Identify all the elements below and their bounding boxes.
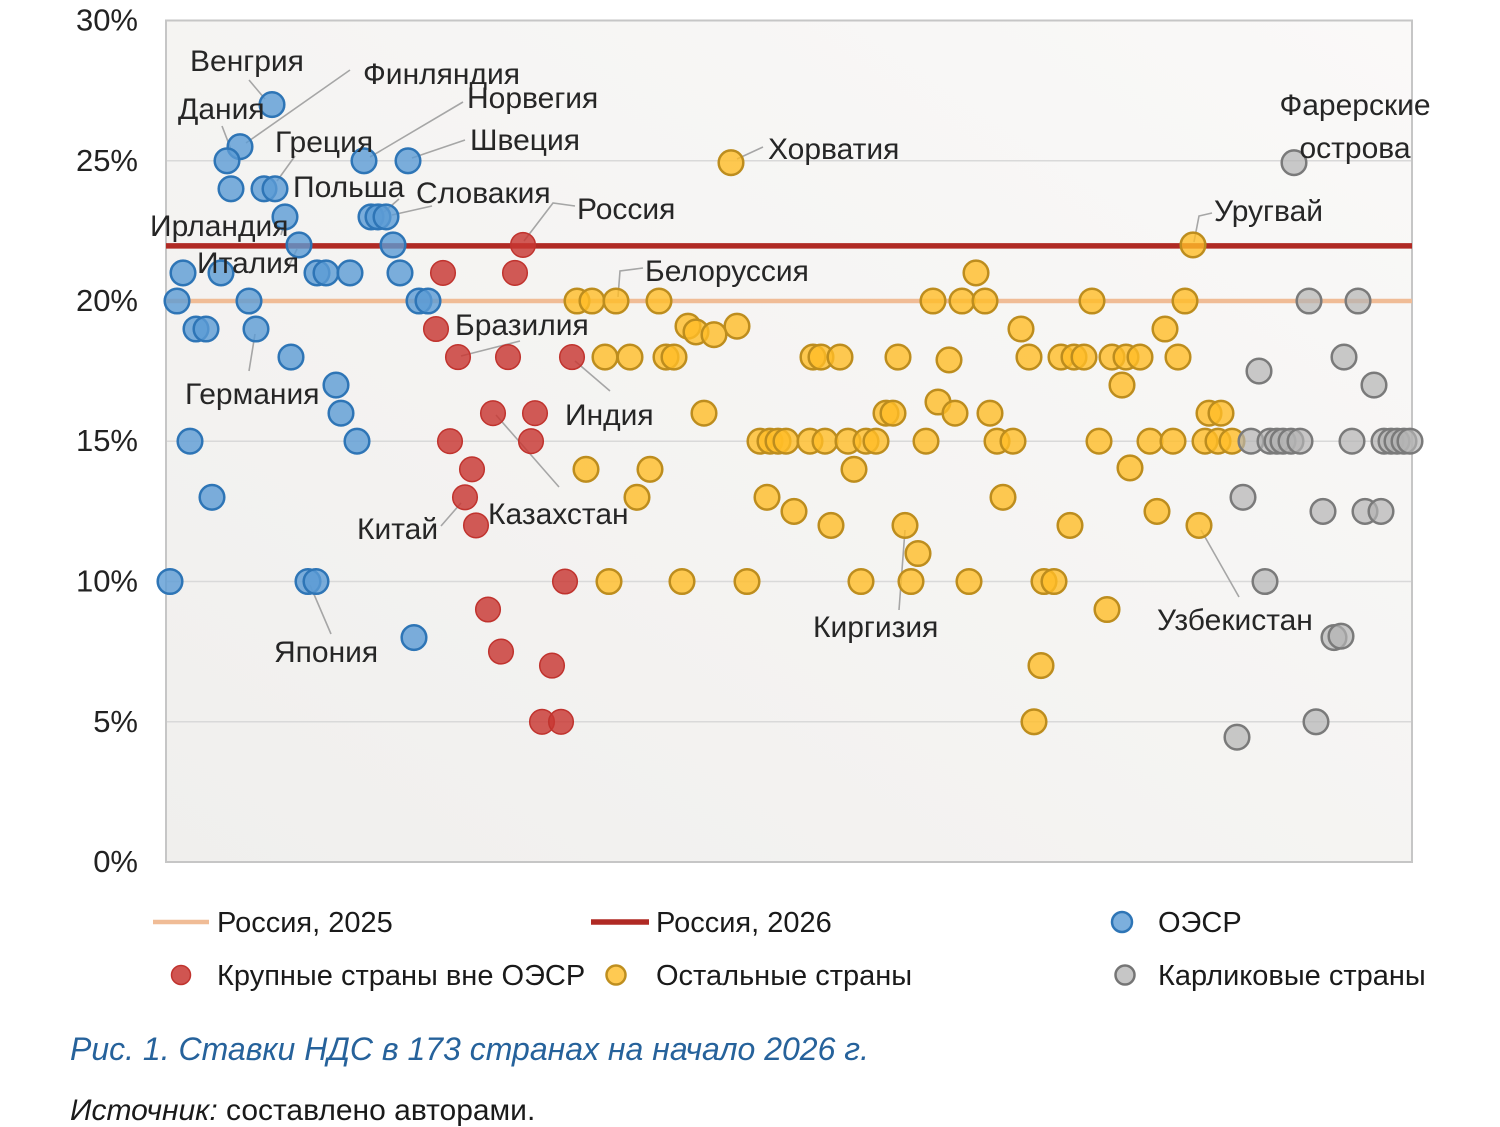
svg-text:Остальные страны: Остальные страны xyxy=(656,960,912,992)
svg-text:25%: 25% xyxy=(76,143,138,178)
svg-text:10%: 10% xyxy=(76,564,138,599)
svg-text:Белоруссия: Белоруссия xyxy=(645,255,809,288)
svg-text:Италия: Италия xyxy=(197,247,299,280)
svg-text:Ирландия: Ирландия xyxy=(150,210,289,243)
svg-text:Карликовые страны: Карликовые страны xyxy=(1158,960,1426,992)
svg-text:Китай: Китай xyxy=(357,513,438,546)
svg-text:Россия, 2026: Россия, 2026 xyxy=(656,907,832,939)
svg-text:Фарерские: Фарерские xyxy=(1279,89,1430,122)
svg-text:Крупные страны вне ОЭСР: Крупные страны вне ОЭСР xyxy=(217,960,585,992)
svg-text:Россия: Россия xyxy=(577,193,675,226)
svg-text:15%: 15% xyxy=(76,423,138,458)
svg-text:Бразилия: Бразилия xyxy=(455,309,589,342)
svg-text:Казахстан: Казахстан xyxy=(488,498,629,531)
svg-text:Греция: Греция xyxy=(275,126,373,159)
svg-text:Швеция: Швеция xyxy=(470,124,580,157)
svg-text:5%: 5% xyxy=(93,704,138,739)
svg-text:Польша: Польша xyxy=(293,171,405,204)
svg-text:Норвегия: Норвегия xyxy=(467,82,598,115)
svg-text:Хорватия: Хорватия xyxy=(768,133,899,166)
svg-text:ОЭСР: ОЭСР xyxy=(1158,907,1242,939)
svg-text:Россия, 2025: Россия, 2025 xyxy=(217,907,393,939)
svg-text:20%: 20% xyxy=(76,283,138,318)
svg-text:Индия: Индия xyxy=(565,399,654,432)
svg-text:Дания: Дания xyxy=(178,93,265,126)
svg-text:Финляндия: Финляндия xyxy=(363,58,520,91)
svg-text:30%: 30% xyxy=(76,3,138,38)
svg-text:острова: острова xyxy=(1299,132,1410,165)
svg-text:Германия: Германия xyxy=(185,378,320,411)
svg-text:Словакия: Словакия xyxy=(416,177,551,210)
svg-text:Венгрия: Венгрия xyxy=(190,45,304,78)
svg-text:Япония: Япония xyxy=(274,636,378,669)
svg-text:Рис. 1. Ставки НДС в 173 стран: Рис. 1. Ставки НДС в 173 странах на нача… xyxy=(70,1031,869,1067)
svg-text:Узбекистан: Узбекистан xyxy=(1157,604,1313,637)
svg-text:Источник: составлено авторами.: Источник: составлено авторами. xyxy=(70,1094,535,1127)
svg-text:Уругвай: Уругвай xyxy=(1214,195,1323,228)
svg-text:0%: 0% xyxy=(93,844,138,879)
svg-text:Киргизия: Киргизия xyxy=(813,611,938,644)
